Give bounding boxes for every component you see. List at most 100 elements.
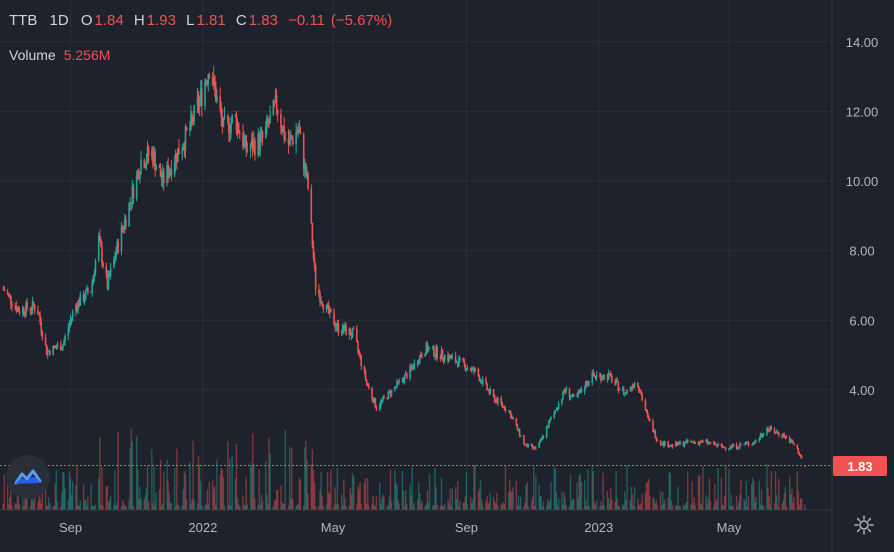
- volume-bar: [607, 498, 610, 510]
- candle-body: [518, 428, 521, 437]
- candle-body: [30, 310, 33, 312]
- volume-bar: [177, 504, 179, 510]
- candles: [2, 65, 806, 467]
- volume-bar: [307, 494, 309, 510]
- volume-bar: [117, 431, 119, 510]
- candle-body: [706, 440, 709, 444]
- volume-bar: [677, 486, 679, 510]
- volume-bar: [388, 496, 391, 510]
- candle-body: [694, 442, 697, 444]
- symbol-label[interactable]: TTB: [9, 12, 38, 29]
- candle-body: [356, 328, 358, 342]
- volume-bar: [759, 504, 762, 510]
- candle-body: [78, 300, 80, 306]
- candle-body: [691, 440, 693, 442]
- volume-bar: [107, 502, 110, 510]
- candle-body: [593, 375, 596, 377]
- candle-body: [683, 443, 686, 446]
- gear-icon[interactable]: [853, 514, 875, 536]
- volume-bar: [9, 497, 11, 510]
- volume-bar: [644, 492, 647, 510]
- candle-body: [427, 348, 430, 352]
- candle-body: [609, 373, 612, 376]
- timeframe-label[interactable]: 1D: [49, 12, 69, 29]
- candle-body: [507, 410, 510, 412]
- candle-body: [769, 426, 771, 431]
- volume-bar: [273, 500, 276, 510]
- candle-body: [782, 433, 784, 438]
- candle-body: [676, 442, 678, 446]
- volume-bar: [265, 460, 267, 510]
- volume-bar: [348, 505, 350, 510]
- volume-bar: [360, 503, 362, 510]
- candle-body: [778, 432, 780, 436]
- candle-body: [743, 444, 745, 446]
- candle-body: [24, 313, 26, 315]
- high-label: H: [133, 12, 145, 29]
- volume-bar: [108, 500, 111, 510]
- candle-body: [335, 327, 338, 329]
- volume-bar: [327, 492, 330, 510]
- volume-bar: [497, 505, 499, 510]
- candle-body: [120, 226, 123, 252]
- volume-bar: [319, 490, 321, 510]
- candle-body: [568, 387, 571, 398]
- candle-body: [155, 166, 158, 171]
- volume-bar: [630, 486, 633, 510]
- candle-body: [608, 373, 611, 375]
- volume-bar: [129, 447, 131, 510]
- candle-body: [517, 428, 520, 430]
- volume-bar: [611, 499, 613, 510]
- volume-bar: [534, 505, 536, 510]
- candle-body: [618, 389, 621, 391]
- volume-bar: [508, 492, 510, 510]
- candle-body: [762, 434, 765, 436]
- volume-bar: [525, 485, 527, 510]
- volume-bar: [654, 503, 656, 510]
- candle-body: [595, 374, 598, 378]
- price-axis[interactable]: 14.00 12.00 10.00 8.00 6.00 4.00: [846, 35, 879, 398]
- candle-body: [451, 355, 454, 357]
- volume-bar: [383, 496, 385, 510]
- candle-body: [62, 345, 64, 349]
- candle-body: [18, 311, 21, 314]
- time-axis[interactable]: Sep 2022 May Sep 2023 May: [59, 520, 742, 535]
- candle-body: [630, 386, 633, 389]
- candle-body: [199, 88, 202, 99]
- candle-body: [724, 447, 727, 450]
- volume-bar: [614, 501, 616, 510]
- volume-bar: [694, 504, 697, 510]
- candle-body: [401, 379, 404, 381]
- candle-body: [117, 241, 120, 252]
- candle-body: [327, 305, 330, 313]
- volume-bar: [64, 488, 66, 510]
- candle-body: [191, 114, 193, 119]
- candle-body: [92, 276, 95, 283]
- volume-bar: [82, 484, 85, 510]
- volume-bar: [785, 505, 788, 510]
- volume-bar: [390, 501, 393, 510]
- volume-bar: [668, 472, 670, 510]
- volume-bar: [282, 503, 284, 510]
- volume-bar: [345, 505, 347, 510]
- volume-bar: [660, 505, 663, 510]
- volume-bar: [70, 494, 73, 510]
- candle-body: [730, 445, 732, 448]
- candle-body: [167, 164, 169, 178]
- tradingview-logo-icon[interactable]: [6, 455, 50, 499]
- candle-body: [564, 391, 566, 393]
- candle-body: [238, 132, 241, 134]
- volume-bar: [425, 504, 428, 510]
- candle-body: [16, 307, 19, 312]
- candle-body: [84, 290, 87, 299]
- candle-body: [524, 444, 526, 446]
- candle-body: [389, 391, 392, 396]
- volume-bar: [178, 505, 180, 510]
- candle-body: [661, 441, 664, 446]
- volume-bar: [359, 481, 361, 510]
- volume-bar: [649, 495, 651, 510]
- candle-body: [685, 440, 688, 442]
- volume-bar: [804, 504, 806, 510]
- candle-body: [750, 444, 753, 446]
